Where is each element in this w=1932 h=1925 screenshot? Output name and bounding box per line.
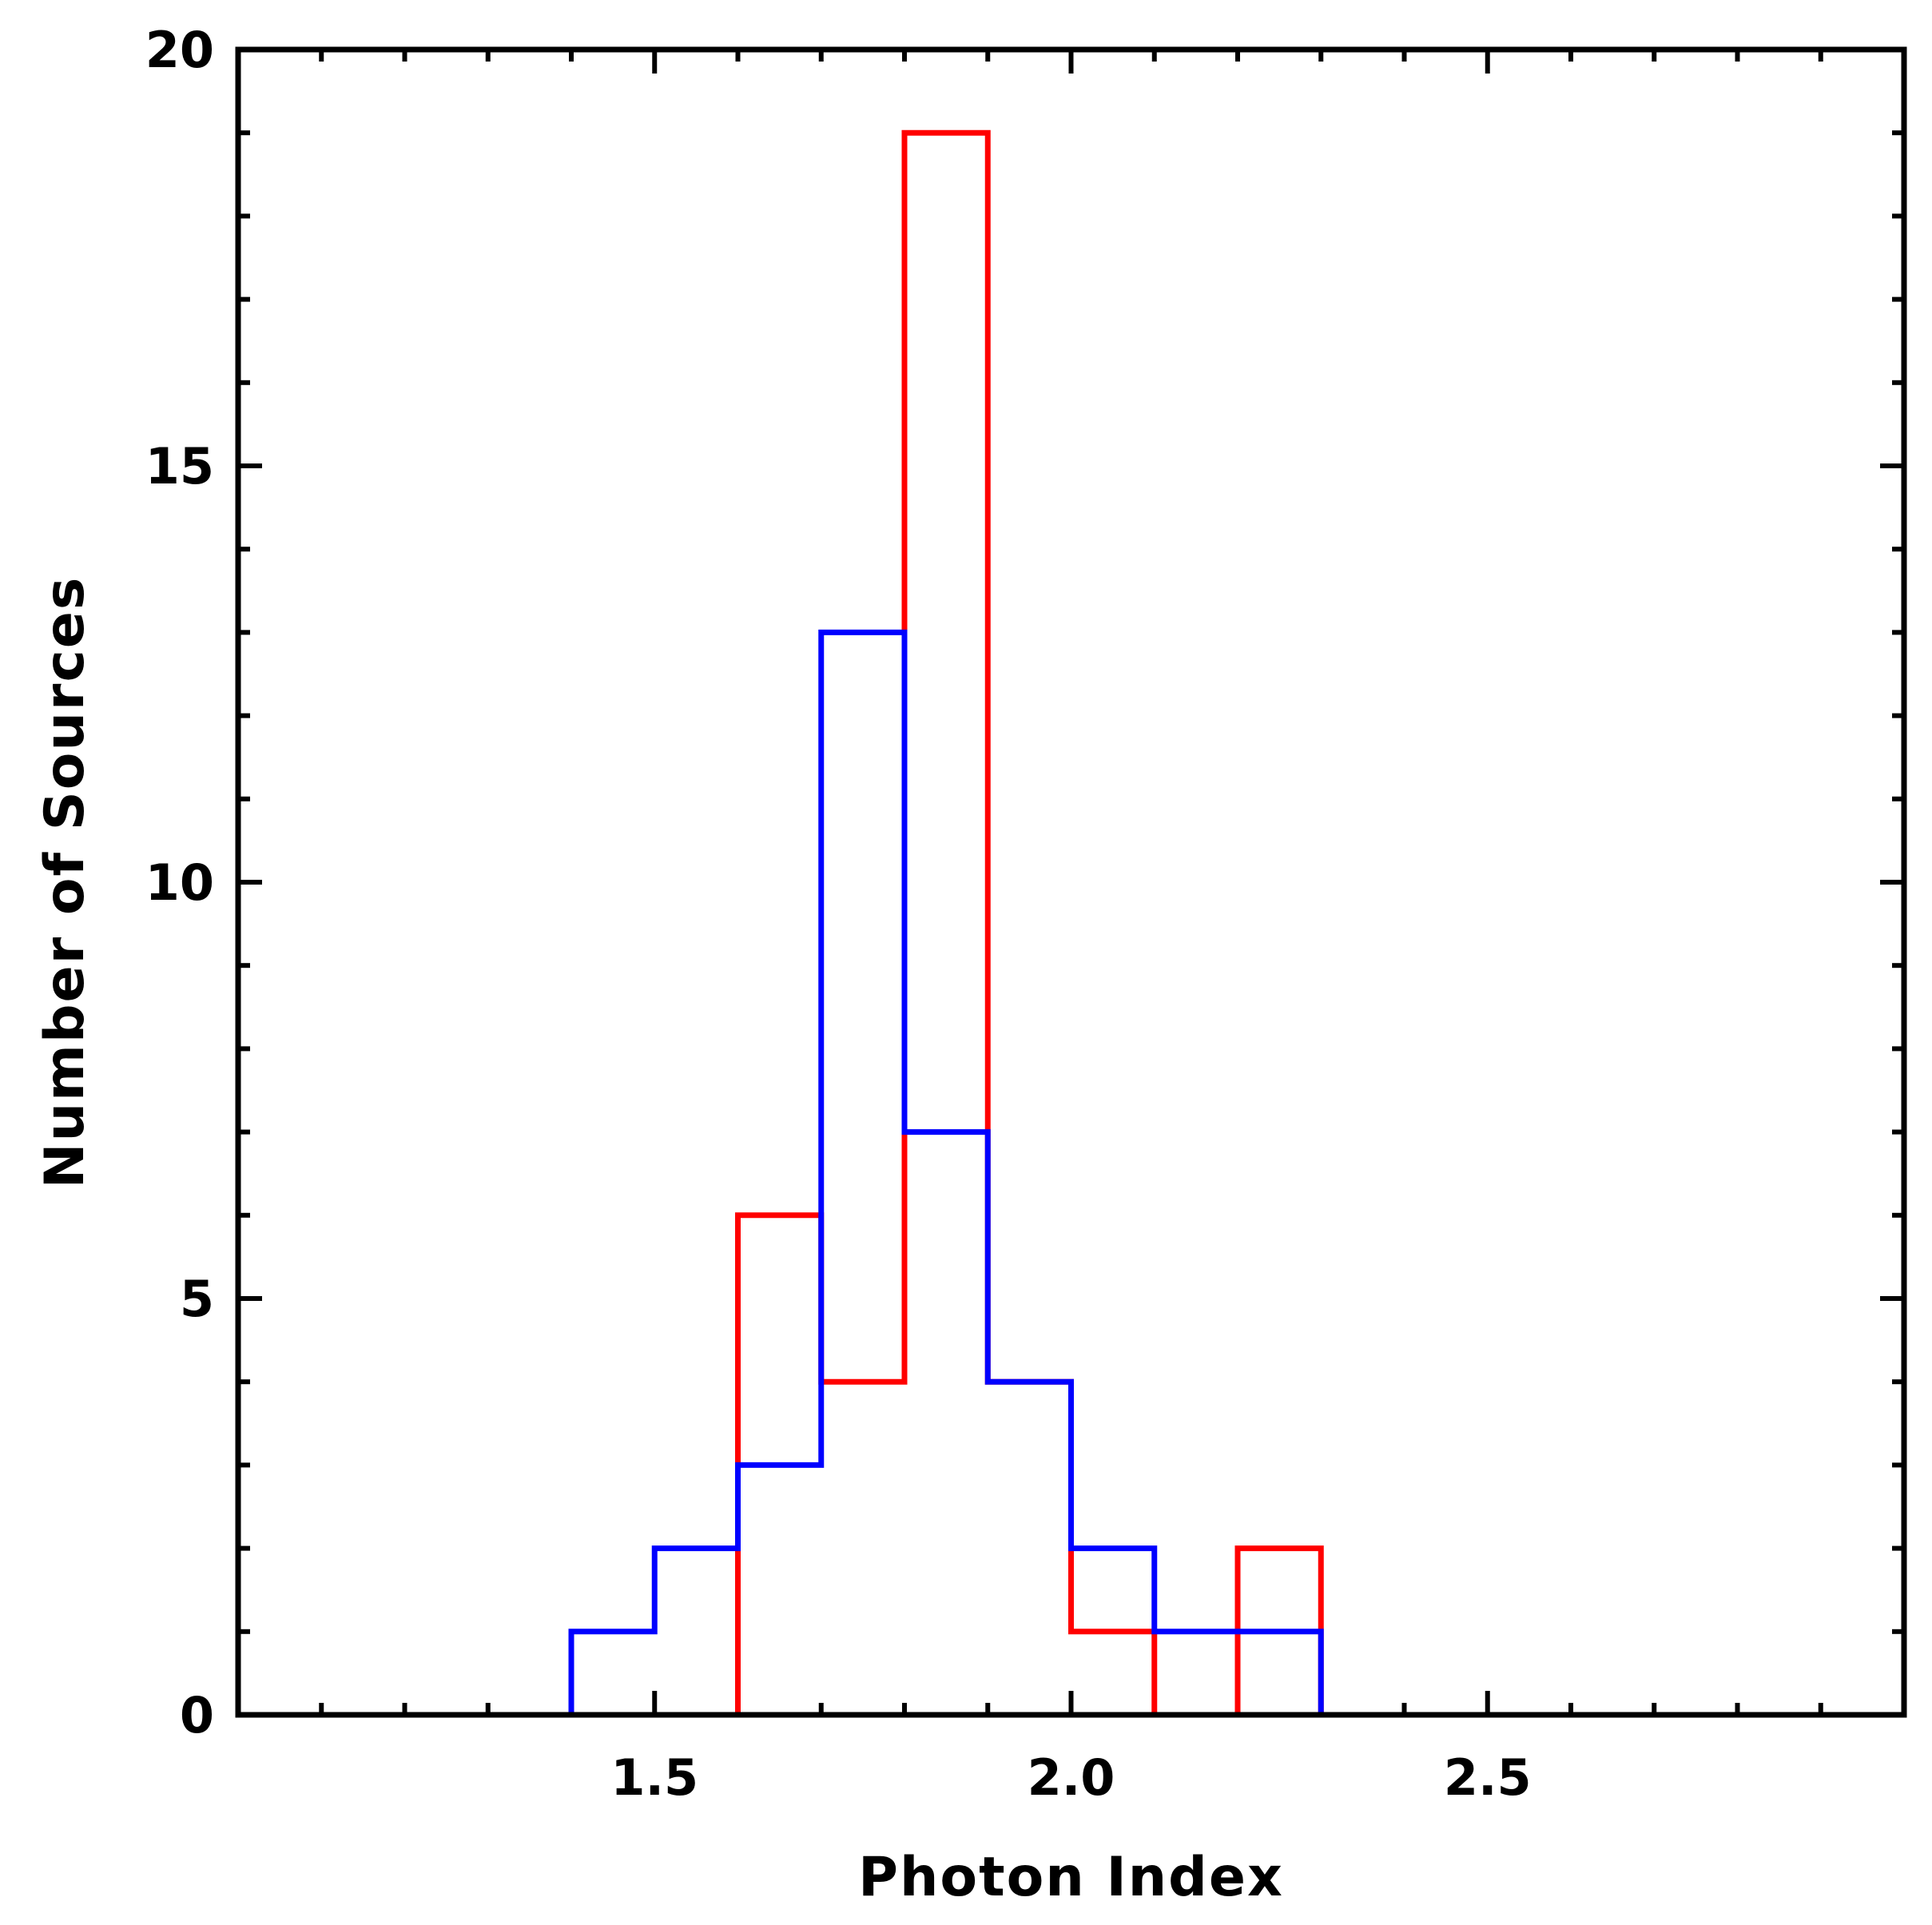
y-tick-label: 10 <box>145 853 214 912</box>
y-tick-label: 20 <box>145 21 214 79</box>
y-tick-label: 0 <box>180 1686 214 1744</box>
y-tick-labels: 0 5 10 15 20 <box>145 21 214 1744</box>
x-tick-labels: 1.5 2.0 2.5 <box>610 1748 1531 1807</box>
series-layer <box>238 129 1904 1718</box>
x-axis-title: Photon Index <box>858 1846 1284 1909</box>
y-tick-label: 15 <box>145 437 214 495</box>
x-tick-label: 1.5 <box>610 1748 698 1807</box>
x-tick-label: 2.5 <box>1444 1748 1532 1807</box>
y-axis-title: Number of Sources <box>34 576 97 1189</box>
y-tick-label: 5 <box>180 1270 214 1328</box>
x-major-ticks <box>652 50 1490 1715</box>
x-tick-label: 2.0 <box>1028 1748 1115 1807</box>
plot-frame <box>235 46 1907 1718</box>
